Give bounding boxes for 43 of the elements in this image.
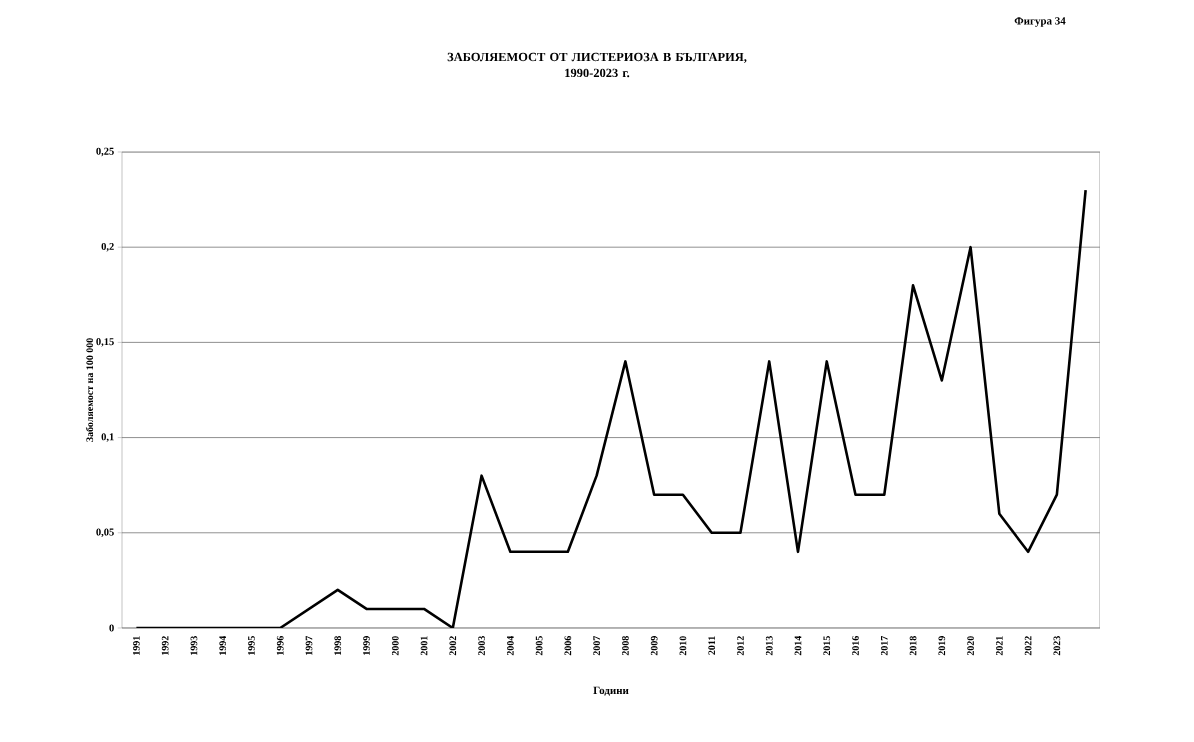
x-tick-label: 2006 <box>564 636 572 656</box>
x-tick-label: 2022 <box>1024 636 1032 656</box>
y-tick-label: 0,05 <box>96 528 114 538</box>
x-tick-label: 2004 <box>506 635 514 656</box>
x-tick-label: 2009 <box>650 636 658 656</box>
x-tick-label: 2021 <box>995 636 1003 656</box>
y-axis-title: Заболяемост на 100 000 <box>85 338 94 442</box>
x-tick-label: 2023 <box>1053 636 1061 656</box>
x-tick-label: 1998 <box>334 636 342 655</box>
x-tick-label: 2001 <box>420 636 428 656</box>
x-tick-label: 2010 <box>679 636 687 656</box>
x-tick-label: 2017 <box>880 636 888 656</box>
x-axis-title: Години <box>593 686 629 696</box>
y-tick-label: 0,1 <box>101 433 114 442</box>
x-tick-label: 1999 <box>363 636 370 655</box>
x-tick-label: 2015 <box>823 636 831 656</box>
x-tick-label: 2007 <box>593 636 600 656</box>
x-tick-label: 2012 <box>737 636 744 656</box>
chart-title: ЗАБОЛЯЕМОСТ ОТ ЛИСТЕРИОЗА В БЪЛГАРИЯ, 1990-2023 г. <box>447 52 747 78</box>
x-tick-label: 1995 <box>248 636 255 655</box>
x-tick-label: 2000 <box>391 636 399 656</box>
x-tick-label: 2008 <box>622 636 629 656</box>
x-tick-label: 1996 <box>276 636 284 655</box>
x-tick-label: 2002 <box>449 636 457 656</box>
x-tick-label: 2013 <box>765 636 773 656</box>
x-tick-label: 1994 <box>219 635 227 655</box>
x-tick-label: 1992 <box>161 636 169 655</box>
x-tick-label: 1993 <box>190 636 198 655</box>
x-tick-label: 2016 <box>852 636 859 656</box>
x-tick-label: 2020 <box>967 636 974 656</box>
x-tick-label: 2014 <box>794 635 802 656</box>
x-tick-label: 2005 <box>535 636 543 656</box>
x-tick-label: 1997 <box>305 636 313 655</box>
x-tick-label: 2019 <box>938 636 946 656</box>
y-tick-label: 0 <box>109 624 114 632</box>
x-tick-label: 1991 <box>133 636 140 655</box>
y-tick-label: 0,15 <box>96 338 114 347</box>
x-tick-label: 2018 <box>909 636 917 656</box>
y-tick-label: 0,2 <box>101 242 114 252</box>
x-tick-label: 2003 <box>478 636 485 656</box>
y-tick-label: 0,25 <box>96 147 114 157</box>
x-tick-label: 2011 <box>708 636 716 655</box>
text: Фигура 34 <box>1014 17 1066 27</box>
